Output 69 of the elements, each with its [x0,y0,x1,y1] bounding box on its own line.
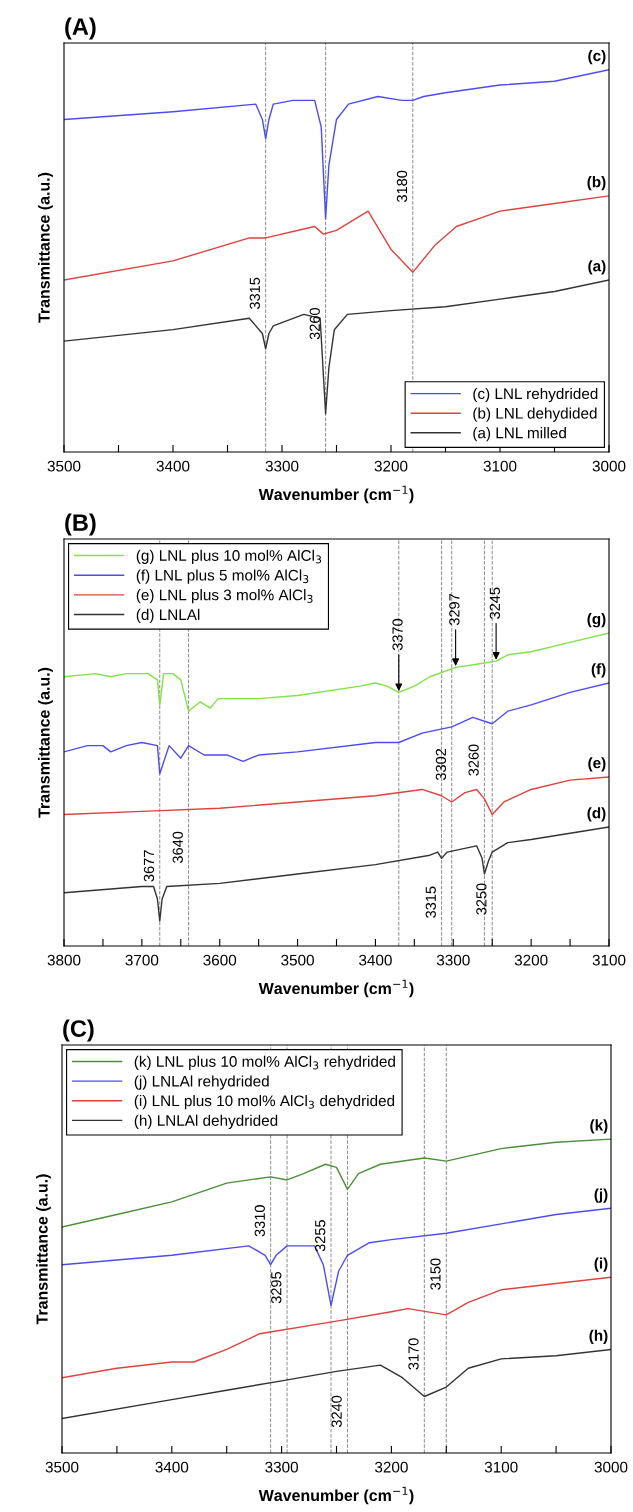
ref-line-label: 3260 [468,744,479,776]
chart-title: (A) [65,17,96,40]
x-tick-label: 3200 [374,460,408,472]
legend-label: (k) LNL plus 10 mol% AlCl$_{3}$ rehydrided [134,1055,395,1070]
y-axis-title: Transmittance (a.u.) [38,667,53,818]
x-axis-title: Wavenumber (cm$^{−1}$) [258,485,414,504]
x-tick-label: 3400 [359,954,392,966]
x-axis-title: Wavenumber (cm$^{−1}$) [258,979,414,998]
annotation: (b) [587,176,606,191]
x-tick-label: 3500 [281,954,314,966]
ref-line-label: 3150 [430,1258,441,1290]
legend-label: (g) LNL plus 10 mol% AlCl$_{3}$ [136,549,322,564]
annotation: (d) [587,807,606,822]
ref-line-label: 3315 [425,886,436,918]
ref-line-label: 3170 [408,1338,419,1370]
annotation: (i) [594,1257,608,1272]
x-tick-label: 3100 [484,1461,518,1473]
ref-line-label: 3260 [309,307,320,340]
annotation: (c) [588,49,606,65]
ref-line-label: 3310 [254,1205,265,1237]
annotation: (k) [590,1119,608,1134]
x-tick-label: 3000 [594,1461,628,1473]
x-tick-label: 3800 [47,954,81,966]
annotation: (e) [588,757,606,772]
legend-label: (j) LNLAl rehydrided [134,1075,269,1090]
ref-line-label: 3295 [271,1271,282,1304]
ref-line-label: 3240 [331,1395,342,1428]
x-tick-label: 3400 [156,460,190,472]
annotation: 3370 [392,618,403,651]
x-tick-label: 3100 [592,954,626,966]
annotation: 3245 [489,587,501,619]
x-tick-label: 3000 [592,460,626,472]
annotation: (a) [588,260,606,275]
x-tick-label: 3500 [45,1461,79,1473]
ref-line-label: 3302 [435,748,447,781]
y-axis-title: Transmittance (a.u.) [36,1174,51,1325]
y-axis-title: Transmittance (a.u.) [38,172,53,323]
annotation: (f) [591,663,606,678]
x-tick-label: 3300 [265,460,299,472]
x-tick-label: 3500 [47,460,81,472]
x-tick-label: 3200 [374,1461,408,1473]
legend-label: (e) LNL plus 3 mol% AlCl$_{3}$ [136,589,313,604]
ref-line-label: 3255 [315,1220,326,1252]
legend-label: (f) LNL plus 5 mol% AlCl$_{3}$ [136,569,309,584]
ref-line-label: 3250 [476,883,487,915]
x-tick-label: 3300 [436,954,470,966]
ref-line-label: 3315 [249,277,260,310]
x-tick-label: 3700 [125,954,159,966]
legend-label: (a) LNL milled [473,427,566,442]
x-tick-label: 3400 [155,1461,189,1473]
annotation: (g) [587,613,606,628]
annotation: (h) [589,1329,608,1344]
legend-label: (d) LNLAl [136,608,200,624]
ref-line-label: 3640 [172,831,183,864]
x-axis-title: Wavenumber (cm$^{−1}$) [258,1486,414,1505]
legend-label: (c) LNL rehydrided [473,387,598,403]
ref-line-label: 3180 [396,170,408,202]
x-tick-label: 3300 [265,1461,298,1473]
ref-line-label: 3677 [143,850,155,882]
legend-label: (b) LNL dehydided [473,407,597,422]
legend-label: (i) LNL plus 10 mol% AlCl$_{3}$ dehydrided [134,1094,395,1110]
chart-title: (C) [63,1019,94,1042]
annotation: 3297 [449,593,460,626]
legend-label: (h) LNLAl dehydrided [134,1114,278,1129]
annotation: (j) [594,1188,608,1203]
chart-title: (B) [65,513,96,536]
x-tick-label: 3100 [483,460,517,472]
x-tick-label: 3600 [203,954,237,966]
x-tick-label: 3200 [514,954,548,966]
